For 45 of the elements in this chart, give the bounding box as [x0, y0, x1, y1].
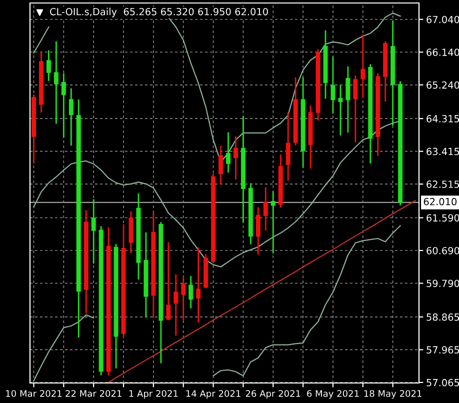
candlestick — [330, 56, 336, 114]
ref-line-label: 62.010 — [424, 198, 457, 206]
candlestick — [174, 274, 178, 336]
candlestick — [256, 207, 260, 254]
x-tick-label: 6 May 2021 — [307, 390, 359, 399]
candlestick — [61, 73, 66, 138]
line-series — [33, 120, 401, 268]
candlestick — [338, 85, 343, 136]
y-tick-label: 57.065 — [426, 378, 459, 386]
candlestick — [188, 276, 194, 308]
x-tick-label: 18 May 2021 — [364, 390, 422, 399]
y-tick-label: 64.315 — [426, 115, 459, 122]
x-tick-label: 1 Apr 2021 — [129, 390, 178, 399]
candlestick — [233, 136, 238, 180]
x-tick-label: 22 Mar 2021 — [66, 390, 122, 397]
y-tick-label: 61.590 — [426, 214, 459, 222]
candlestick — [196, 247, 201, 323]
candlestick — [218, 146, 224, 185]
candlestick — [166, 242, 171, 320]
y-tick-label: 60.690 — [426, 246, 459, 254]
x-tick-label: 26 Apr 2021 — [246, 390, 300, 399]
y-tick-label: 62.515 — [426, 180, 459, 188]
y-tick-label: 65.240 — [426, 81, 459, 89]
candlestick — [286, 112, 290, 181]
y-tick-label: 57.965 — [426, 346, 459, 354]
y-tick-label: 58.865 — [426, 313, 459, 321]
x-tick-label: 10 Mar 2021 — [6, 390, 62, 397]
candlestick — [68, 88, 74, 146]
candlestick — [46, 50, 51, 81]
chart-title: CL-OIL.s,Daily 65.265 65.320 61.950 62.010 — [50, 8, 268, 18]
y-tick-label: 59.790 — [426, 280, 459, 288]
y-tick-label: 66.140 — [426, 48, 459, 56]
candlestick — [346, 66, 350, 133]
candlestick — [91, 199, 96, 264]
candlestick — [263, 187, 268, 230]
y-tick-label: 63.415 — [426, 148, 459, 156]
candlestick — [353, 75, 358, 142]
candlestick — [54, 41, 58, 124]
candlestick — [270, 191, 276, 254]
candlestick — [181, 277, 186, 320]
y-tick-label: 67.040 — [426, 16, 459, 24]
candlestick — [360, 34, 366, 98]
line-series — [108, 200, 416, 383]
candlestick — [226, 132, 230, 173]
x-tick-label: 14 Apr 2021 — [186, 390, 240, 399]
